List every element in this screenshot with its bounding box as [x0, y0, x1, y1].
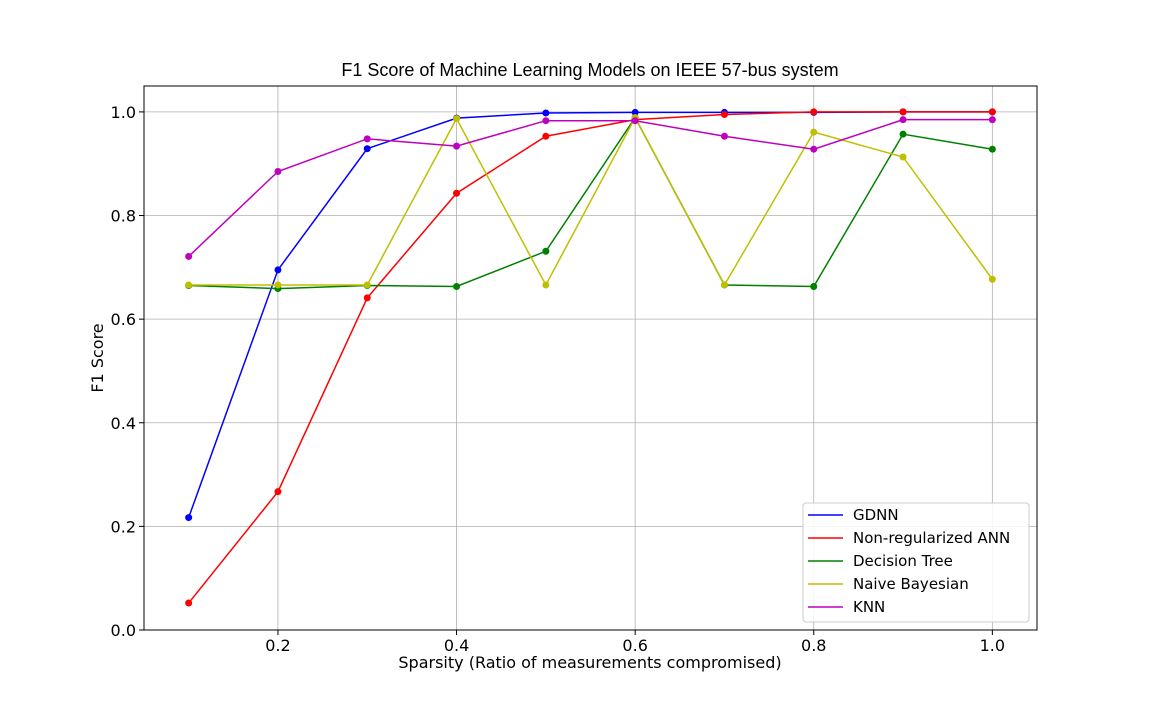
legend-label: Non-regularized ANN [853, 529, 1010, 547]
data-point-gdnn [631, 108, 639, 116]
x-axis-label: Sparsity (Ratio of measurements compromi… [398, 653, 781, 672]
data-point-non-regularized-ann [899, 108, 907, 116]
data-point-knn [720, 132, 728, 140]
data-point-non-regularized-ann [810, 108, 818, 116]
data-point-decision-tree [810, 283, 818, 291]
data-point-knn [631, 117, 639, 125]
data-point-naive-bayesian [988, 275, 996, 283]
legend-label: KNN [853, 598, 885, 616]
data-point-naive-bayesian [720, 281, 728, 289]
data-point-gdnn [542, 109, 550, 117]
x-tick-label: 0.4 [444, 636, 469, 655]
data-point-non-regularized-ann [274, 488, 282, 496]
data-point-non-regularized-ann [988, 108, 996, 116]
data-point-non-regularized-ann [185, 599, 193, 607]
data-point-knn [363, 135, 371, 143]
legend-label: Decision Tree [853, 552, 953, 570]
data-point-knn [810, 145, 818, 153]
data-point-knn [185, 252, 193, 260]
data-point-gdnn [274, 266, 282, 274]
y-tick-label: 0.4 [111, 414, 136, 433]
y-tick-label: 1.0 [111, 103, 136, 122]
y-axis-label: F1 Score [88, 323, 107, 392]
data-point-decision-tree [542, 247, 550, 255]
data-point-knn [988, 116, 996, 124]
data-point-knn [542, 117, 550, 125]
y-tick-label: 0.8 [111, 207, 136, 226]
data-point-decision-tree [988, 145, 996, 153]
data-point-non-regularized-ann [453, 189, 461, 197]
data-point-knn [274, 167, 282, 175]
series-line-knn [188, 118, 993, 257]
y-tick-label: 0.6 [111, 310, 136, 329]
data-point-gdnn [185, 514, 193, 522]
data-point-knn [453, 142, 461, 150]
data-point-non-regularized-ann [720, 110, 728, 118]
data-point-naive-bayesian [453, 115, 461, 123]
legend: GDNN Non-regularized ANN Decision Tree Naiv… [802, 502, 1030, 623]
series-line-naive-bayesian [188, 116, 993, 287]
data-point-naive-bayesian [185, 281, 193, 289]
data-point-knn [899, 116, 907, 124]
series-line-non-regularized-ann [188, 111, 993, 604]
y-tick-label: 0.0 [111, 621, 136, 640]
data-point-naive-bayesian [899, 153, 907, 161]
data-point-naive-bayesian [542, 281, 550, 289]
x-tick-label: 0.2 [265, 636, 290, 655]
legend-label: GDNN [853, 506, 899, 524]
legend-box [802, 502, 1030, 623]
data-point-decision-tree [899, 130, 907, 138]
series-layer [185, 108, 996, 607]
y-tick-label: 0.2 [111, 517, 136, 536]
data-point-non-regularized-ann [542, 132, 550, 140]
x-tick-label: 0.6 [622, 636, 647, 655]
data-point-naive-bayesian [363, 281, 371, 289]
data-point-non-regularized-ann [363, 294, 371, 302]
x-tick-label: 0.8 [801, 636, 826, 655]
ticks: 0.2 0.4 0.6 0.8 1.0 0.0 0.2 0.4 0.6 0.8 1.0 [111, 103, 1006, 655]
series-line-decision-tree [188, 116, 993, 290]
chart-title: F1 Score of Machine Learning Models on I… [341, 60, 838, 80]
data-point-decision-tree [453, 283, 461, 291]
plot-frame [143, 85, 1038, 631]
x-tick-label: 1.0 [980, 636, 1005, 655]
legend-label: Naive Bayesian [853, 575, 969, 593]
data-point-naive-bayesian [274, 281, 282, 289]
data-point-gdnn [363, 145, 371, 153]
data-point-naive-bayesian [810, 128, 818, 136]
